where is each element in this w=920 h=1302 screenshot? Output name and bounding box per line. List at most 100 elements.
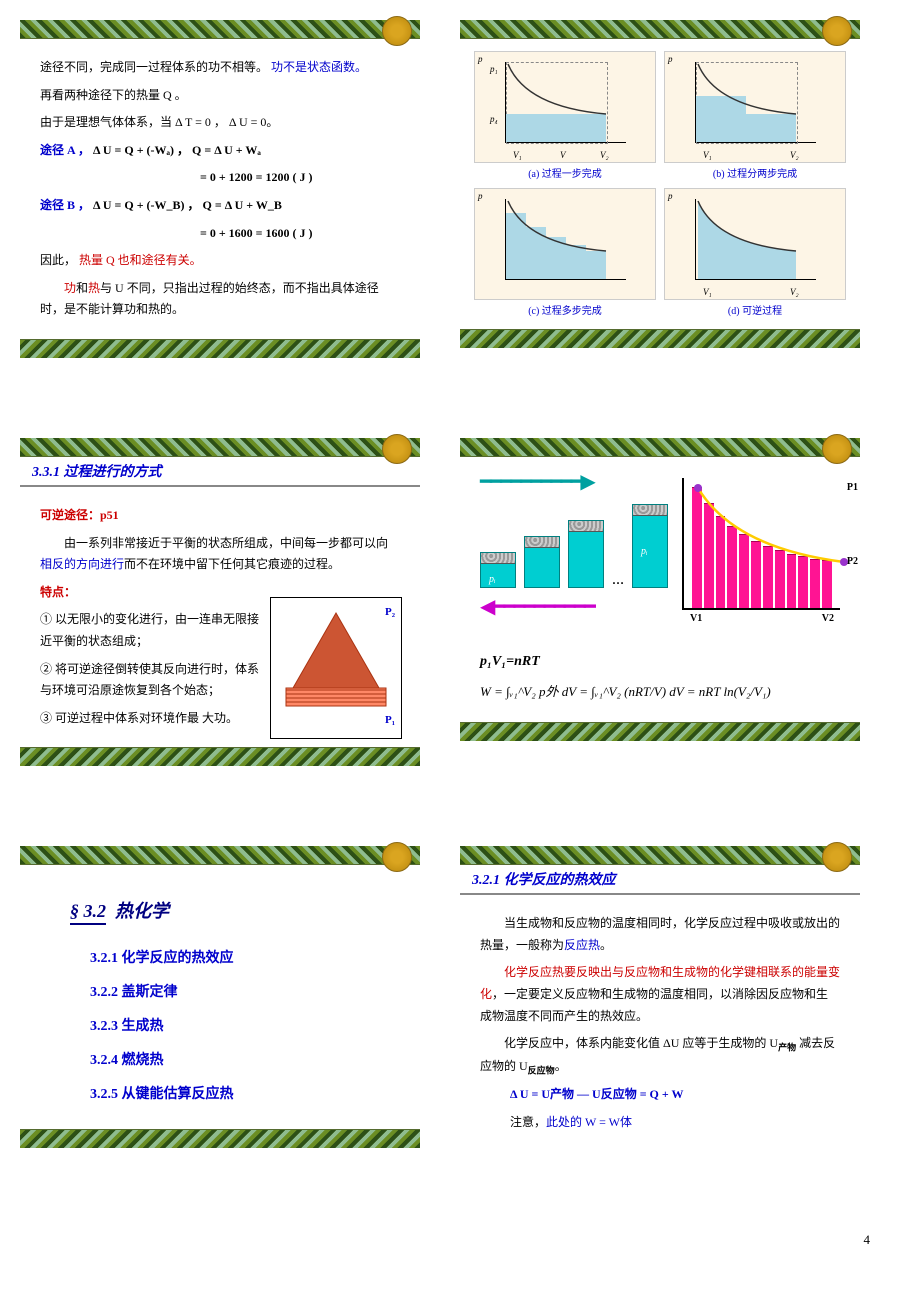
triangle-svg: [271, 598, 401, 738]
title-prefix: § 3.2: [70, 901, 106, 925]
slide-reversible-path: 3.3.1 过程进行的方式 可逆途径：p51 由一系列非常接近于平衡的状态所组成…: [20, 438, 420, 766]
slide-top-border: [20, 438, 420, 457]
slide-top-border: [460, 846, 860, 865]
slide-heading: 3.3.1 过程进行的方式: [20, 457, 420, 487]
p2-post: ，一定要定义反应物和生成物的温度相同，以消除因反应物和生成物温度不同而产生的热效…: [480, 987, 828, 1023]
slide-bottom-border: [460, 329, 860, 348]
toc-list: 3.2.1 化学反应的热效应 3.2.2 盖斯定律 3.2.3 生成热 3.2.…: [40, 947, 400, 1103]
pv-curve-fill: [696, 199, 806, 279]
y-axis-p: p: [478, 54, 483, 64]
pv-curve-svg: [506, 62, 616, 142]
p1-axis: P1: [847, 482, 858, 493]
v1-axis: V1: [690, 613, 702, 624]
section-title: § 3.2 热化学: [40, 877, 400, 933]
v1-label: V₁: [703, 150, 712, 160]
pv-curve-svg: [696, 62, 806, 142]
equation-du: Δ U = U产物 — U反应物 = Q + W: [480, 1084, 840, 1106]
piston-1: pᵢ: [480, 552, 516, 588]
slide-top-border: [20, 20, 420, 39]
slide-top-border: [20, 846, 420, 865]
feature-1: ① 以无限小的变化进行，由一连串无限接近平衡的状态组成；: [40, 609, 260, 652]
feature-3: ③ 可逆过程中体系对环境作最 大功。: [40, 708, 260, 730]
v2-label: V₂: [600, 150, 609, 160]
caption-c: (c) 过程多步完成: [474, 302, 656, 317]
line-ideal: 由于是理想气体体系，当 Δ T = 0 ， Δ U = 0。: [40, 112, 400, 134]
caption-a: (a) 过程一步完成: [474, 165, 656, 180]
p1-label: p₁: [490, 64, 498, 74]
diagram-d: p V₁ V₂: [664, 188, 846, 300]
y-axis-p: p: [478, 191, 483, 201]
path-a-eq2: = 0 + 1200 = 1200 ( J ): [40, 167, 400, 189]
caption-b: (b) 过程分两步完成: [664, 165, 846, 180]
slide-top-border: [460, 20, 860, 39]
p2-axis: P2: [847, 556, 858, 567]
diagram-d-wrap: p V₁ V₂ (d) 可逆过程: [664, 188, 846, 317]
p2-label: P₂: [385, 606, 395, 618]
slide-top-border: [460, 438, 860, 457]
pi-label-2: pᵢ: [641, 546, 648, 557]
slide-row-3: § 3.2 热化学 3.2.1 化学反应的热效应 3.2.2 盖斯定律 3.2.…: [20, 846, 900, 1151]
diagram-b-wrap: p V₁ V₂ (b) 过程分两步完成: [664, 51, 846, 180]
toc-item: 3.2.4 燃烧热: [90, 1049, 400, 1069]
page-number: 4: [20, 1232, 900, 1248]
slide-row-2: 3.3.1 过程进行的方式 可逆途径：p51 由一系列非常接近于平衡的状态所组成…: [20, 438, 900, 766]
pv-axes: [505, 62, 626, 143]
y-axis-p: p: [668, 54, 673, 64]
slide-content: 当生成物和反应物的温度相同时，化学反应过程中吸收或放出的热量，一般称为反应热。 …: [460, 895, 860, 1151]
body-blue: 相反的方向进行: [40, 557, 124, 571]
diagram-a: p p₁ p₄ V₁ V V₂: [474, 51, 656, 163]
slide-content: p p₁ p₄ V₁ V V₂ (a) 过程一步完成: [460, 39, 860, 329]
path-a-label: 途径 A ，: [40, 143, 90, 157]
p1-label: P₁: [385, 714, 395, 726]
v2-label: V₂: [790, 150, 799, 160]
p1-blue: 反应热: [564, 938, 600, 952]
toc-item: 3.2.3 生成热: [90, 1015, 400, 1035]
p3-pre: 化学反应中，体系内能变化值 ΔU 应等于生成物的 U: [504, 1036, 778, 1050]
piston-4: pᵢ: [632, 504, 668, 588]
path-b-eq1: Δ U = Q + (-W_B) ， Q = Δ U + W_B: [93, 198, 282, 212]
v1-label: V₁: [703, 287, 712, 297]
slide-reaction-heat: 3.2.1 化学反应的热效应 当生成物和反应物的温度相同时，化学反应过程中吸收或…: [460, 846, 860, 1151]
piston-cap: [525, 537, 559, 548]
piston-cap: [569, 521, 603, 532]
footer-mid: 和: [76, 281, 88, 295]
pv-axes: [695, 62, 816, 143]
slide-content: 途径不同，完成同一过程体系的功不相等。 功不是状态函数。 再看两种途径下的热量 …: [20, 39, 420, 339]
piston-column: ━━━━━━━━━━▶ pᵢ … pᵢ ◀━━━━━━━━━━: [480, 469, 668, 619]
v1-label: V₁: [513, 150, 522, 160]
caption-d: (d) 可逆过程: [664, 302, 846, 317]
footer-red2: 热: [88, 281, 100, 295]
pv-curve-svg: [506, 199, 616, 279]
body-pre: 由一系列非常接近于平衡的状态所组成，中间每一步都可以向: [64, 536, 388, 550]
slide-pv-diagrams: p p₁ p₄ V₁ V V₂ (a) 过程一步完成: [460, 20, 860, 358]
para-2: 化学反应热要反映出与反应物和生成物的化学键相联系的能量变化，一定要定义反应物和生…: [480, 962, 840, 1027]
pv-diagram-grid: p p₁ p₄ V₁ V V₂ (a) 过程一步完成: [470, 47, 850, 321]
slide-work-heat-paths: 途径不同，完成同一过程体系的功不相等。 功不是状态函数。 再看两种途径下的热量 …: [20, 20, 420, 358]
equation-note: 注意，此处的 W = W体: [480, 1112, 840, 1134]
heading-text: 3.3.1 过程进行的方式: [32, 461, 162, 481]
path-a-eq1: Δ U = Q + (-Wₐ) ， Q = Δ U + Wₐ: [93, 143, 261, 157]
pv-chart: P1 P2 V1 V2: [682, 478, 840, 610]
heading-text: 3.2.1 化学反应的热效应: [472, 869, 616, 889]
body-after: 而不在环境中留下任何其它痕迹的过程。: [124, 557, 340, 571]
piston-chart-row: ━━━━━━━━━━▶ pᵢ … pᵢ ◀━━━━━━━━━━: [480, 469, 840, 619]
pv-axes: [505, 199, 626, 280]
slide-thermochem-toc: § 3.2 热化学 3.2.1 化学反应的热效应 3.2.2 盖斯定律 3.2.…: [20, 846, 420, 1151]
slide-content: ━━━━━━━━━━▶ pᵢ … pᵢ ◀━━━━━━━━━━: [460, 457, 860, 722]
para-3: 化学反应中，体系内能变化值 ΔU 应等于生成物的 U产物 减去反应物的 U反应物…: [480, 1033, 840, 1078]
v-label: V: [560, 150, 566, 160]
line-intro: 途径不同，完成同一过程体系的功不相等。 功不是状态函数。: [40, 57, 400, 79]
triangle-diagram: P₂ P₁: [270, 597, 402, 739]
v2-label: V₂: [790, 287, 799, 297]
p3-sub2: 反应物: [528, 1065, 555, 1075]
slide-bottom-border: [20, 339, 420, 358]
p4-label: p₄: [490, 114, 498, 124]
intro-text: 途径不同，完成同一过程体系的功不相等。: [40, 60, 268, 74]
feature-2: ② 将可逆途径倒转使其反向进行时，体系与环境可沿原途恢复到各个始态；: [40, 659, 260, 702]
toc-item: 3.2.1 化学反应的热效应: [90, 947, 400, 967]
pv-axes: [695, 199, 816, 280]
path-b-label: 途径 B ，: [40, 198, 90, 212]
p1-pre: 当生成物和反应物的温度相同时，化学反应过程中吸收或放出的热量，一般称为: [480, 916, 840, 952]
slide-content: 可逆途径：p51 由一系列非常接近于平衡的状态所组成，中间每一步都可以向相反的方…: [20, 487, 420, 747]
intro-blue: 功不是状态函数。: [271, 60, 367, 74]
